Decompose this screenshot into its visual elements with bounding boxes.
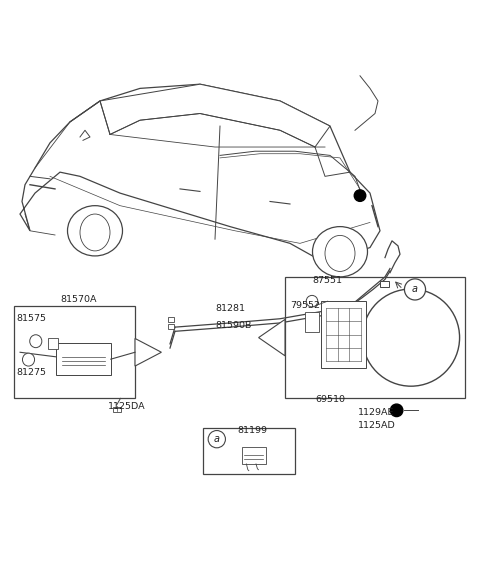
Circle shape [390, 404, 403, 417]
Bar [241, 447, 265, 464]
Bar [56, 343, 111, 375]
Polygon shape [20, 84, 380, 260]
Text: 81575: 81575 [16, 314, 46, 323]
Ellipse shape [23, 353, 35, 366]
Bar [305, 312, 319, 332]
Bar [321, 301, 366, 368]
Bar [48, 337, 58, 348]
Circle shape [362, 289, 459, 386]
Text: 81275: 81275 [16, 368, 46, 378]
Text: 81570A: 81570A [60, 295, 96, 304]
Bar [14, 306, 135, 398]
Text: 69510: 69510 [315, 395, 345, 404]
Polygon shape [135, 339, 161, 366]
Ellipse shape [68, 206, 122, 256]
FancyBboxPatch shape [380, 281, 389, 288]
Polygon shape [100, 84, 330, 147]
Text: 81590B: 81590B [215, 321, 252, 329]
FancyBboxPatch shape [168, 317, 174, 322]
Bar [113, 406, 120, 412]
Circle shape [208, 430, 226, 448]
Ellipse shape [312, 226, 368, 277]
Bar [203, 427, 295, 474]
Text: 81199: 81199 [237, 426, 267, 435]
Text: 79552: 79552 [290, 301, 320, 311]
Text: a: a [214, 434, 220, 444]
Text: 1125DA: 1125DA [108, 402, 145, 411]
Bar [285, 277, 465, 398]
FancyBboxPatch shape [168, 324, 174, 329]
Polygon shape [259, 319, 285, 356]
Circle shape [306, 296, 318, 307]
Ellipse shape [80, 214, 110, 251]
Ellipse shape [30, 335, 42, 348]
Text: 1129AE: 1129AE [358, 408, 395, 417]
Text: 81281: 81281 [215, 304, 245, 313]
Text: a: a [412, 284, 418, 295]
Circle shape [354, 190, 366, 201]
Text: 1125AD: 1125AD [358, 421, 396, 430]
Text: 87551: 87551 [312, 276, 342, 285]
Ellipse shape [325, 236, 355, 272]
Circle shape [405, 279, 426, 300]
